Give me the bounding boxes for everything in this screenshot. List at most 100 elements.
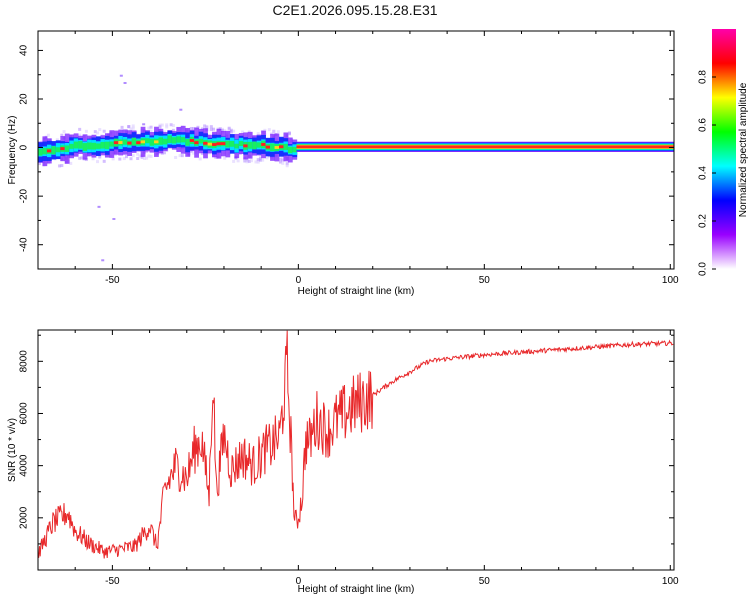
heatmap-cell bbox=[142, 123, 146, 126]
snr-xlabel: Height of straight line (km) bbox=[298, 584, 415, 595]
heatmap-cell bbox=[185, 139, 191, 146]
heatmap-cell bbox=[113, 141, 122, 145]
heatmap-cell bbox=[147, 126, 151, 130]
heatmap-cell bbox=[109, 141, 115, 147]
heatmap-cell bbox=[232, 159, 236, 163]
spectrogram-ytick-label: -40 bbox=[19, 237, 30, 252]
heatmap-cell bbox=[165, 125, 169, 129]
heatmap-cell bbox=[296, 145, 674, 149]
heatmap-cell bbox=[123, 82, 127, 84]
heatmap-cell bbox=[256, 132, 260, 136]
heatmap-cell bbox=[145, 138, 150, 144]
heatmap-cell bbox=[78, 141, 83, 149]
colorbar-label: Normalized spectral amplitude bbox=[738, 82, 749, 217]
heatmap-cell bbox=[158, 123, 162, 127]
heatmap-cell bbox=[142, 156, 146, 160]
heatmap-cell bbox=[174, 155, 178, 159]
heatmap-cell bbox=[258, 155, 262, 159]
heatmap-cell bbox=[131, 154, 135, 158]
heatmap-cell bbox=[38, 148, 43, 156]
heatmap-cell bbox=[122, 139, 128, 145]
heatmap-cell bbox=[191, 127, 195, 131]
heatmap-cell bbox=[218, 127, 222, 131]
heatmap-cell bbox=[69, 161, 73, 165]
heatmap-cell bbox=[167, 135, 173, 143]
page-title: C2E1.2026.095.15.28.E31 bbox=[272, 2, 438, 18]
heatmap-cell bbox=[256, 142, 262, 148]
heatmap-cell bbox=[265, 145, 273, 149]
spectrogram-ytick-label: 0 bbox=[19, 144, 30, 150]
heatmap-cell bbox=[64, 145, 70, 152]
heatmap-cell bbox=[198, 138, 204, 144]
heatmap-cell bbox=[189, 139, 197, 142]
heatmap-cell bbox=[131, 126, 135, 130]
heatmap-cell bbox=[136, 156, 140, 160]
heatmap-cell bbox=[283, 143, 289, 150]
heatmap-cell bbox=[279, 145, 287, 149]
colorbar-tick-label: 0.0 bbox=[698, 262, 709, 276]
heatmap-cell bbox=[158, 125, 162, 129]
heatmap-cell bbox=[232, 129, 236, 133]
heatmap-cell bbox=[179, 108, 183, 111]
heatmap-cell bbox=[131, 124, 135, 128]
heatmap-cell bbox=[247, 130, 251, 134]
heatmap-cell bbox=[80, 156, 84, 160]
heatmap-cell bbox=[270, 143, 275, 152]
heatmap-cell bbox=[209, 127, 213, 131]
heatmap-cell bbox=[112, 218, 116, 220]
heatmap-cell bbox=[281, 161, 285, 165]
heatmap-cell bbox=[78, 127, 82, 131]
colorbar-tick-label: 0.2 bbox=[698, 214, 709, 228]
heatmap-cell bbox=[212, 127, 216, 131]
heatmap-cell bbox=[281, 156, 285, 160]
heatmap-cell bbox=[119, 74, 123, 77]
heatmap-cell bbox=[250, 159, 253, 163]
heatmap-cell bbox=[256, 160, 260, 164]
spectrogram-xtick-label: 100 bbox=[662, 275, 679, 286]
heatmap-cell bbox=[104, 141, 110, 150]
heatmap-cell bbox=[149, 138, 155, 146]
heatmap-cell bbox=[241, 130, 245, 134]
heatmap-cell bbox=[158, 137, 164, 145]
snr-ytick-label: 2000 bbox=[19, 506, 30, 529]
spectrogram-ytick-label: 20 bbox=[19, 93, 30, 105]
heatmap-cell bbox=[256, 158, 260, 162]
heatmap-cell bbox=[223, 129, 227, 133]
heatmap-cell bbox=[160, 123, 164, 127]
heatmap-cell bbox=[243, 158, 247, 162]
heatmap-cell bbox=[60, 164, 64, 168]
heatmap-cell bbox=[207, 142, 215, 146]
heatmap-cell bbox=[162, 130, 166, 134]
heatmap-cell bbox=[102, 159, 106, 163]
heatmap-cell bbox=[118, 157, 122, 161]
heatmap-cell bbox=[279, 160, 283, 164]
snr-plot-area bbox=[38, 330, 674, 570]
heatmap-cell bbox=[236, 159, 240, 163]
spectrogram-ytick-label: 40 bbox=[19, 44, 30, 56]
heatmap-cell bbox=[149, 125, 153, 129]
heatmap-cell bbox=[189, 149, 193, 153]
heatmap-cell bbox=[145, 156, 149, 160]
heatmap-cell bbox=[60, 147, 68, 151]
heatmap-cell bbox=[229, 140, 235, 147]
snr-frame bbox=[37, 329, 675, 571]
heatmap-cell bbox=[203, 141, 211, 145]
spectrogram-ytick-label: -20 bbox=[19, 188, 30, 203]
heatmap-cell bbox=[267, 128, 271, 132]
heatmap-cell bbox=[261, 142, 269, 146]
heatmap-cell bbox=[118, 141, 126, 144]
heatmap-cell bbox=[191, 151, 195, 155]
heatmap-cell bbox=[200, 152, 204, 156]
heatmap-cell bbox=[205, 125, 209, 129]
heatmap-cell bbox=[252, 141, 257, 150]
heatmap-cell bbox=[180, 154, 184, 158]
spectrogram-panel: -50 0 50 100 -40 -20 0 20 40 Frequency (Hz) Heig… bbox=[7, 30, 679, 297]
heatmap-cell bbox=[78, 133, 82, 137]
heatmap-cell bbox=[209, 125, 213, 129]
heatmap-cell bbox=[169, 123, 173, 127]
heatmap-cell bbox=[96, 131, 100, 135]
heatmap-cell bbox=[254, 160, 258, 164]
heatmap-cell bbox=[196, 125, 200, 129]
heatmap-cell bbox=[165, 123, 169, 127]
